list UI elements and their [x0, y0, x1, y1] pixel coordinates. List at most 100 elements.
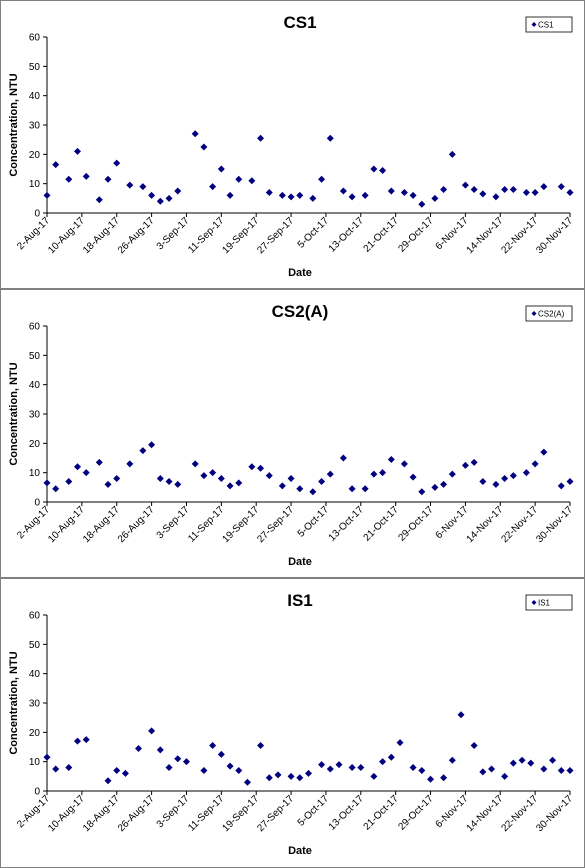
data-point — [326, 134, 334, 142]
data-point — [309, 488, 317, 496]
data-point — [243, 778, 251, 786]
data-point — [139, 447, 147, 455]
data-point — [387, 753, 395, 761]
data-point — [305, 769, 312, 777]
data-point — [43, 479, 51, 487]
data-point — [43, 753, 51, 761]
chart-title: CS2(A) — [272, 302, 329, 321]
data-point — [82, 172, 90, 180]
y-tick-label: 60 — [29, 33, 41, 44]
y-axis-label: Concentration, NTU — [8, 73, 20, 176]
data-point — [418, 488, 426, 496]
data-point — [400, 188, 408, 196]
data-point — [479, 477, 487, 485]
data-point — [148, 441, 156, 449]
data-point — [557, 766, 565, 774]
data-point — [148, 191, 156, 199]
data-point — [488, 765, 496, 773]
data-point — [95, 458, 103, 466]
data-point — [104, 777, 112, 785]
data-point — [200, 766, 208, 774]
chart-panel: IS101020304050602-Aug-1710-Aug-1718-Aug-… — [0, 578, 585, 868]
y-tick-label: 40 — [29, 91, 41, 102]
data-point — [479, 768, 487, 776]
data-point — [566, 477, 574, 485]
data-point — [318, 761, 326, 769]
y-tick-label: 10 — [29, 468, 41, 479]
y-tick-label: 0 — [34, 498, 40, 509]
data-point — [379, 166, 387, 174]
data-point — [470, 742, 478, 750]
data-point — [418, 200, 426, 208]
data-point — [540, 183, 548, 191]
data-point — [400, 460, 408, 468]
data-point — [226, 191, 234, 199]
data-point — [339, 187, 347, 195]
data-point — [217, 165, 225, 173]
data-point — [104, 480, 112, 488]
data-point — [470, 186, 478, 194]
y-axis-label: Concentration, NTU — [8, 362, 20, 465]
data-point — [335, 761, 343, 769]
data-point — [174, 187, 182, 195]
data-point — [348, 193, 356, 201]
data-point — [566, 766, 574, 774]
data-point — [209, 469, 217, 477]
data-point — [174, 480, 182, 488]
data-point — [74, 463, 82, 471]
y-tick-label: 50 — [29, 62, 41, 73]
y-tick-label: 0 — [34, 209, 40, 220]
data-point — [82, 736, 90, 744]
chart-panel: CS101020304050602-Aug-1710-Aug-1718-Aug-… — [0, 0, 585, 289]
data-point — [479, 190, 487, 198]
data-point — [278, 191, 286, 199]
data-point — [509, 472, 517, 480]
data-point — [121, 769, 129, 777]
data-point — [566, 188, 574, 196]
data-point — [65, 175, 73, 183]
data-point — [461, 181, 469, 189]
panel-border — [0, 0, 585, 289]
y-tick-label: 10 — [29, 179, 41, 190]
legend-label: IS1 — [538, 599, 551, 608]
data-point — [257, 134, 265, 142]
y-tick-label: 50 — [29, 640, 41, 651]
legend-box — [525, 305, 573, 322]
data-point — [209, 742, 217, 750]
x-axis-label: Date — [288, 845, 312, 857]
data-point — [226, 482, 234, 490]
data-point — [278, 482, 286, 490]
data-point — [156, 475, 164, 483]
data-point — [235, 766, 243, 774]
data-point — [448, 756, 456, 764]
chart-title: IS1 — [287, 591, 313, 610]
y-tick-label: 30 — [29, 699, 41, 710]
data-point — [361, 485, 369, 493]
data-point — [448, 470, 456, 478]
data-point — [95, 196, 103, 204]
data-point — [287, 475, 295, 483]
data-point — [326, 470, 334, 478]
data-point — [82, 469, 90, 477]
data-point — [265, 774, 273, 782]
data-point — [248, 177, 256, 185]
data-point — [235, 175, 243, 183]
data-point — [396, 739, 404, 747]
data-point — [156, 197, 164, 205]
legend-marker — [531, 22, 537, 27]
data-point — [104, 175, 112, 183]
y-tick-label: 10 — [29, 757, 41, 768]
data-point — [174, 755, 182, 763]
data-point — [531, 188, 539, 196]
data-point — [265, 472, 273, 480]
y-tick-label: 0 — [34, 787, 40, 798]
chart-title: CS1 — [283, 13, 316, 32]
data-point — [257, 464, 265, 472]
data-point — [326, 765, 334, 773]
data-point — [52, 485, 60, 493]
data-point — [296, 485, 304, 493]
data-point — [156, 746, 164, 754]
data-point — [540, 448, 548, 456]
data-point — [509, 759, 517, 767]
